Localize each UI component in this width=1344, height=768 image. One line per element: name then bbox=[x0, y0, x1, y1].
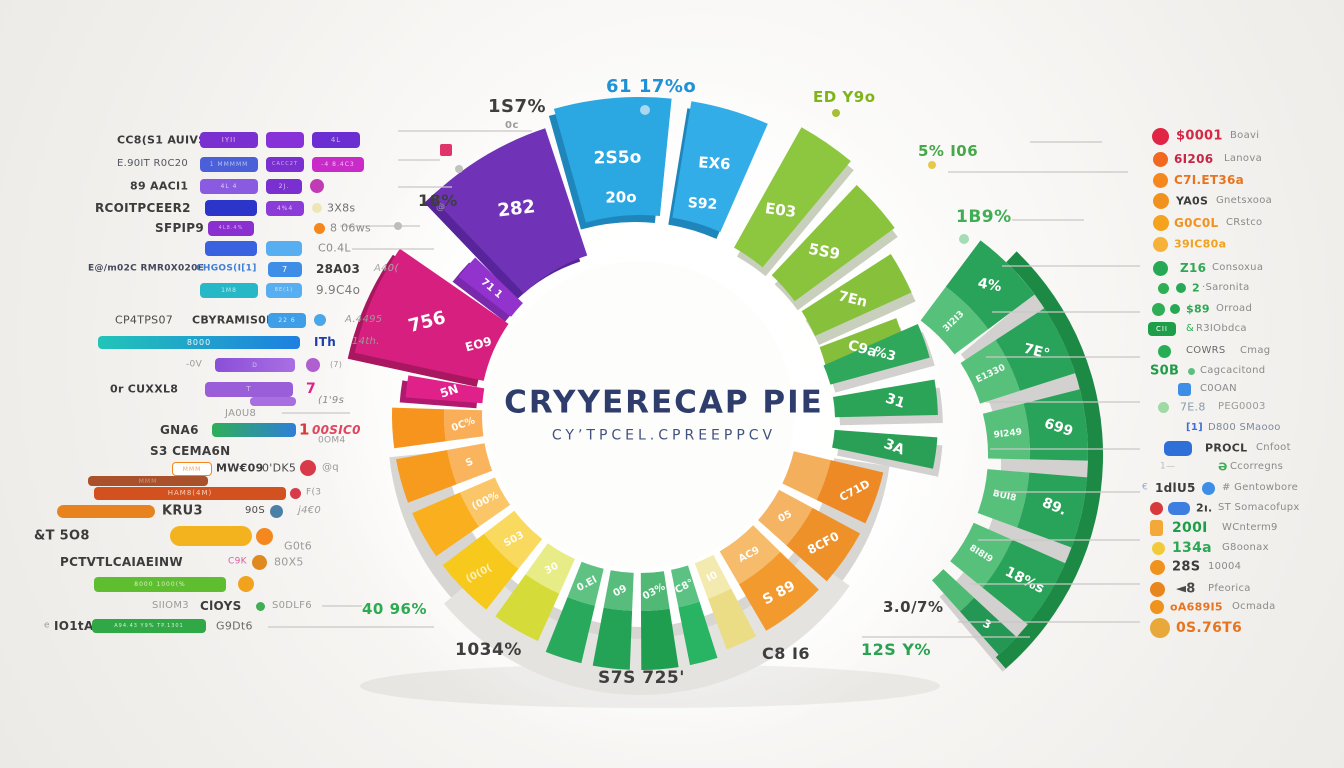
segment-inner-band bbox=[671, 565, 700, 608]
marker-square-icon bbox=[440, 144, 452, 156]
segment-inner-band bbox=[782, 451, 831, 500]
pie-segment bbox=[945, 240, 1035, 330]
marker-dot-icon bbox=[832, 109, 840, 117]
segment-inner-band bbox=[640, 571, 670, 611]
segment-inner-label: 9I249 bbox=[993, 428, 1022, 441]
pie-segment bbox=[734, 127, 851, 268]
pie-segment bbox=[592, 607, 633, 670]
segment-inner-band bbox=[758, 489, 813, 546]
pie-segment bbox=[431, 128, 588, 294]
segment-inner-band bbox=[920, 286, 989, 355]
segment-inner-label: I0 bbox=[705, 570, 720, 585]
pie-segment bbox=[412, 492, 479, 557]
pie-segment bbox=[995, 308, 1076, 391]
pie-segment bbox=[553, 97, 672, 223]
pie-segment bbox=[442, 533, 519, 610]
pie-segment bbox=[801, 254, 912, 336]
pie-segment bbox=[786, 507, 861, 582]
pie-segment bbox=[391, 407, 446, 449]
segment-inner-band bbox=[603, 570, 634, 611]
segment-value-label: EO9 bbox=[464, 334, 493, 354]
pie-segment bbox=[771, 185, 895, 302]
segment-inner-band bbox=[525, 543, 575, 594]
pie-base-rim bbox=[995, 251, 1104, 669]
pie-segment bbox=[678, 601, 718, 666]
segment-inner-band bbox=[444, 409, 484, 442]
pie-segment bbox=[982, 539, 1066, 625]
segment-value-label: 4% bbox=[977, 275, 1003, 295]
segment-value-label: 5S9 bbox=[807, 240, 841, 264]
segment-inner-band bbox=[694, 554, 732, 599]
pie-base-rim bbox=[443, 553, 850, 696]
pie-segment bbox=[1023, 389, 1088, 461]
segment-inner-band bbox=[719, 525, 781, 585]
pie-segment bbox=[738, 551, 819, 631]
segment-inner-band bbox=[447, 443, 493, 485]
segment-value-label: %3 bbox=[872, 344, 897, 364]
segment-inner-band bbox=[460, 477, 511, 527]
segment-value-label: 3A bbox=[882, 436, 907, 459]
pie-segment bbox=[405, 375, 485, 404]
segment-inner-band bbox=[950, 522, 1013, 588]
segment-inner-band bbox=[932, 569, 975, 612]
segment-inner-label: S bbox=[464, 456, 475, 469]
pie-segment bbox=[832, 429, 938, 469]
chart-title-block: CRYYERECAP PIE CYʼTPCEL.CPREEPPCV bbox=[454, 385, 874, 444]
chart-subtitle: CYʼTPCEL.CPREEPPCV bbox=[551, 427, 777, 444]
pie-center-circle bbox=[486, 261, 794, 569]
pie-segment bbox=[495, 574, 560, 641]
pie-segment bbox=[816, 460, 884, 524]
segment-inner-band bbox=[484, 510, 543, 569]
pie-segment bbox=[354, 248, 509, 381]
segment-inner-band bbox=[960, 340, 1020, 404]
segment-inner-band bbox=[977, 469, 1030, 528]
pie-segment bbox=[960, 597, 1017, 655]
segment-value-label: 20o bbox=[605, 188, 637, 207]
segment-value-label: 2S5o bbox=[594, 148, 642, 169]
marker-dot-icon bbox=[959, 234, 969, 244]
segment-inner-band bbox=[982, 403, 1031, 460]
segment-value-label: 31 bbox=[883, 391, 907, 412]
pie-segment bbox=[458, 257, 523, 317]
segment-value-label: 7En bbox=[837, 288, 869, 310]
pie-segment bbox=[545, 597, 595, 664]
marker-dot-icon bbox=[640, 105, 650, 115]
pie-segment bbox=[823, 324, 930, 385]
segment-value-label: EX6 bbox=[698, 153, 731, 173]
segment-value-label: C9a bbox=[846, 337, 879, 361]
marker-dot-icon bbox=[455, 165, 463, 173]
segment-value-label: E03 bbox=[764, 199, 797, 221]
pie-segment bbox=[833, 379, 938, 418]
pie-segment bbox=[396, 450, 457, 503]
chart-title: CRYYERECAP PIE bbox=[504, 384, 824, 421]
marker-dot-icon bbox=[928, 161, 936, 169]
segment-value-label: 282 bbox=[496, 196, 536, 221]
pie-segment bbox=[672, 101, 768, 232]
segment-value-label: 5N bbox=[438, 382, 460, 401]
marker-dot-icon bbox=[394, 222, 402, 230]
segment-inner-band bbox=[567, 561, 604, 606]
segment-value-label: S92 bbox=[687, 195, 718, 213]
pie-segment bbox=[708, 588, 757, 650]
pie-segment bbox=[1017, 472, 1088, 548]
pie-segment bbox=[641, 608, 679, 670]
